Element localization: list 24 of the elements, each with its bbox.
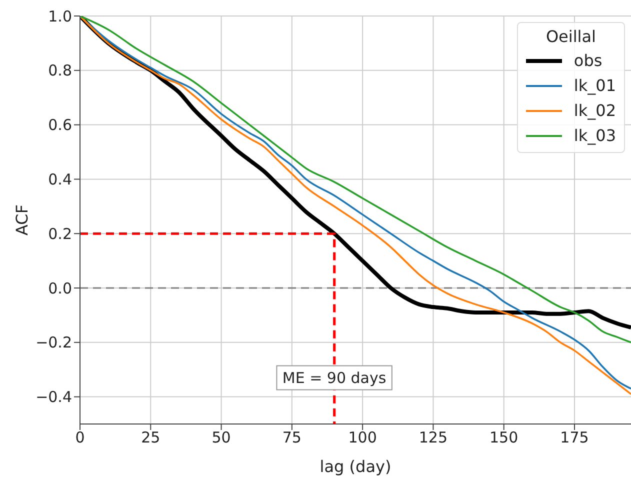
y-tick-label: −0.4 <box>36 388 72 406</box>
x-tick-label: 125 <box>418 428 448 447</box>
x-tick-label: 50 <box>212 428 231 447</box>
x-tick-label: 100 <box>348 428 377 447</box>
y-tick-label: 0.2 <box>48 224 72 243</box>
y-axis-title: ACF <box>12 204 32 236</box>
x-tick-label: 150 <box>490 428 518 447</box>
legend-label: lk_02 <box>574 100 616 122</box>
legend-label: obs <box>574 50 602 72</box>
y-tick-label: 0.4 <box>48 170 72 189</box>
x-tick-label: 25 <box>141 428 160 447</box>
y-tick-label: 0.0 <box>48 279 72 298</box>
x-tick-label: 0 <box>75 428 85 447</box>
y-tick-label: −0.2 <box>36 334 72 352</box>
annotation: ME = 90 days <box>282 368 386 387</box>
legend-title: Oeillal <box>544 27 597 46</box>
x-axis-title: lag (day) <box>320 457 392 476</box>
y-tick-label: 0.8 <box>48 62 72 80</box>
legend-label: lk_01 <box>574 75 616 97</box>
x-tick-label: 75 <box>282 428 302 447</box>
y-tick-label: 0.6 <box>48 116 72 134</box>
y-tick-label: 1.0 <box>48 7 72 26</box>
x-tick-label: 175 <box>560 428 589 447</box>
legend-label: lk_03 <box>574 125 616 147</box>
